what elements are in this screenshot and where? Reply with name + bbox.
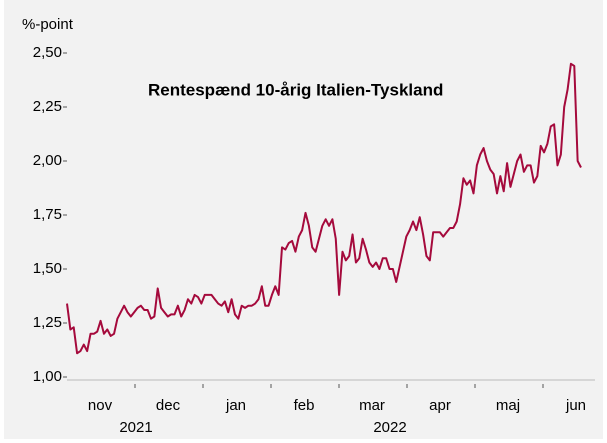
data-line	[66, 62, 582, 355]
y-tick-label: 1,25	[33, 314, 62, 331]
x-tick-label: jan	[225, 397, 246, 414]
y-tick-label: 1,75	[33, 206, 62, 223]
x-tick-label: mar	[359, 397, 385, 414]
y-tick-label: 1,00	[33, 368, 62, 385]
x-tick-label: dec	[156, 397, 181, 414]
y-tick-label: 2,25	[33, 98, 62, 115]
x-tick-label: nov	[88, 397, 113, 414]
annotation: Rentespænd 10-årig Italien-Tyskland	[148, 80, 443, 99]
year-label: 2021	[119, 419, 152, 436]
y-tick-label: 1,50	[33, 260, 62, 277]
x-tick-label: maj	[496, 397, 520, 414]
x-tick-label: feb	[294, 397, 315, 414]
year-label: 2022	[373, 419, 406, 436]
y-tick-label: 2,00	[33, 152, 62, 169]
x-tick-label: jun	[565, 397, 586, 414]
y-tick-label: 2,50	[33, 44, 62, 61]
x-tick-label: apr	[429, 397, 451, 414]
y-axis-label: %-point	[22, 16, 74, 33]
